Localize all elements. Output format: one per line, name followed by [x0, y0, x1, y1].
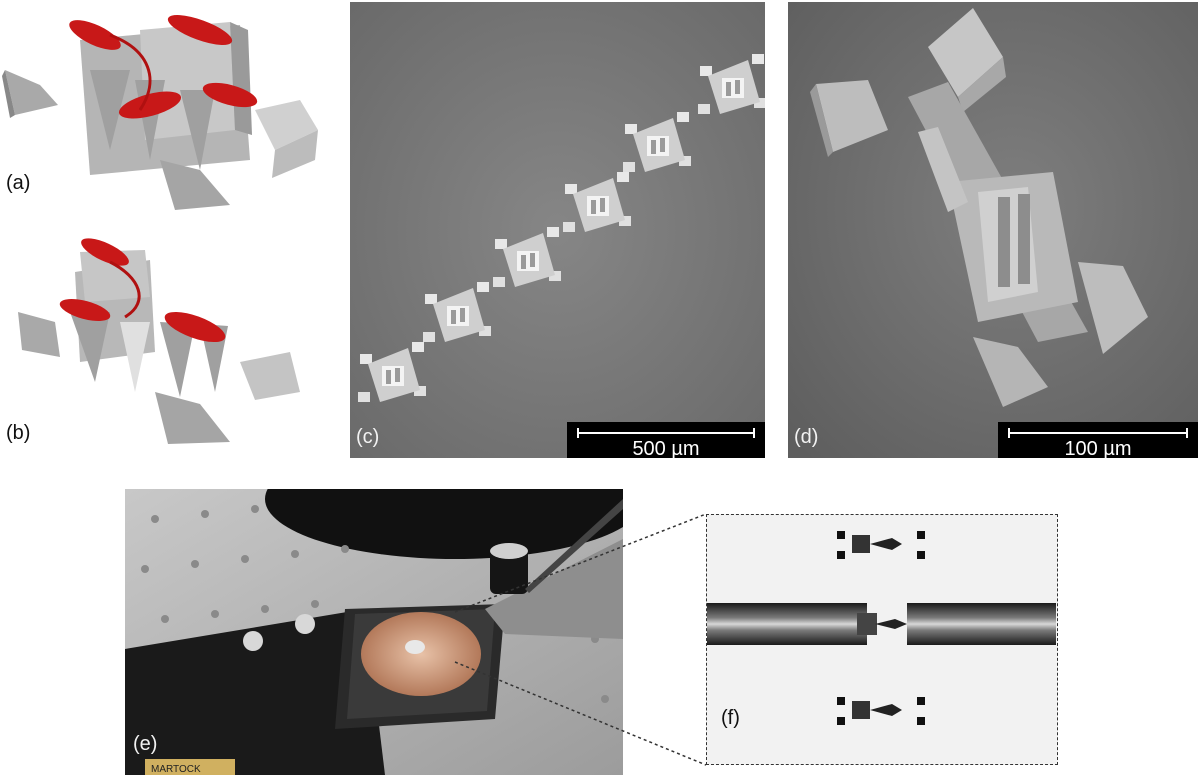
panel-e: MARTOCK (e) [125, 489, 623, 775]
label-e: (e) [133, 733, 158, 755]
label-b: (b) [6, 422, 31, 444]
scalebar-d: 100 µm [998, 422, 1198, 460]
panel-b: (b) [0, 232, 330, 447]
microscope-view [707, 515, 1056, 763]
brand-text: MARTOCK [151, 764, 201, 775]
scalebar-c: 500 µm [567, 422, 765, 460]
panel-a: (a) [0, 10, 330, 215]
label-c: (c) [356, 426, 380, 448]
panel-c: (c) 500 µm [350, 2, 765, 460]
label-f: (f) [721, 707, 740, 729]
label-a: (a) [6, 172, 31, 194]
label-d: (d) [794, 426, 819, 448]
sem-closeup-image [788, 2, 1198, 458]
panel-d: (d) 100 µm [788, 2, 1198, 460]
setup-photo: MARTOCK [125, 489, 623, 775]
sem-array-image [350, 2, 765, 458]
render-b-illustration [18, 238, 300, 444]
scalebar-d-label: 100 µm [1064, 438, 1132, 460]
render-a-illustration [2, 15, 318, 210]
panel-f: (f) [706, 514, 1058, 765]
scalebar-c-label: 500 µm [632, 438, 700, 460]
